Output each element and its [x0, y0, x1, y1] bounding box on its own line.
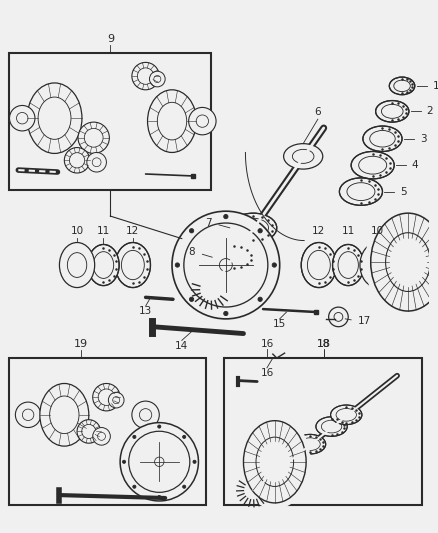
Text: 16: 16 [260, 340, 274, 349]
Circle shape [123, 460, 126, 463]
Text: 17: 17 [358, 316, 371, 326]
Circle shape [183, 435, 186, 439]
Ellipse shape [88, 245, 119, 286]
Circle shape [175, 263, 180, 267]
Circle shape [149, 71, 165, 87]
Circle shape [108, 392, 124, 408]
Circle shape [132, 62, 159, 90]
Circle shape [133, 435, 136, 439]
Text: 6: 6 [314, 107, 321, 117]
Text: 12: 12 [126, 226, 139, 236]
Circle shape [189, 108, 216, 135]
Ellipse shape [360, 243, 395, 287]
Circle shape [272, 263, 276, 267]
Text: 10: 10 [371, 226, 384, 236]
Ellipse shape [239, 415, 311, 509]
Circle shape [189, 229, 194, 233]
Circle shape [158, 496, 161, 498]
Bar [8, 358, 206, 505]
Text: 13: 13 [139, 306, 152, 316]
Text: 19: 19 [74, 340, 88, 349]
Circle shape [133, 485, 136, 488]
Circle shape [158, 425, 161, 428]
Circle shape [120, 423, 198, 501]
Bar [224, 358, 422, 505]
Circle shape [183, 485, 186, 488]
Ellipse shape [376, 101, 409, 122]
Circle shape [87, 152, 106, 172]
Bar [8, 53, 211, 190]
Ellipse shape [115, 243, 151, 287]
Text: 10: 10 [71, 226, 84, 236]
Ellipse shape [60, 243, 95, 287]
Ellipse shape [301, 243, 336, 287]
Ellipse shape [27, 83, 82, 154]
Circle shape [328, 307, 348, 327]
Ellipse shape [331, 405, 362, 425]
Circle shape [193, 460, 196, 463]
Circle shape [93, 383, 120, 411]
Ellipse shape [212, 244, 255, 271]
Ellipse shape [40, 383, 89, 446]
Text: 18: 18 [317, 340, 331, 349]
Ellipse shape [230, 213, 277, 243]
Text: 12: 12 [312, 226, 325, 236]
Ellipse shape [148, 90, 197, 152]
Text: 5: 5 [400, 187, 407, 197]
Ellipse shape [294, 434, 326, 454]
Circle shape [189, 297, 194, 302]
Text: 16: 16 [260, 368, 274, 378]
Text: 2: 2 [427, 107, 433, 116]
Circle shape [224, 311, 228, 316]
Circle shape [258, 297, 262, 302]
Ellipse shape [389, 77, 415, 95]
Circle shape [172, 211, 280, 319]
Circle shape [132, 401, 159, 429]
Ellipse shape [365, 206, 438, 318]
Text: 15: 15 [273, 319, 286, 329]
Circle shape [78, 122, 110, 154]
Text: 9: 9 [107, 34, 114, 44]
Text: 7: 7 [205, 218, 212, 228]
Text: 14: 14 [175, 341, 188, 351]
Text: 11: 11 [97, 226, 110, 236]
Text: 1: 1 [432, 81, 438, 91]
Circle shape [93, 427, 110, 445]
Circle shape [64, 148, 90, 173]
Text: 3: 3 [420, 134, 426, 144]
Circle shape [258, 229, 262, 233]
Text: 18: 18 [317, 340, 330, 349]
Text: 11: 11 [342, 226, 355, 236]
Circle shape [10, 106, 35, 131]
Ellipse shape [363, 126, 402, 151]
Ellipse shape [284, 144, 323, 169]
Ellipse shape [332, 245, 364, 286]
Text: 8: 8 [188, 247, 194, 257]
Circle shape [224, 214, 228, 219]
Ellipse shape [351, 151, 394, 179]
Text: 4: 4 [412, 160, 418, 170]
Ellipse shape [316, 417, 347, 437]
Circle shape [77, 419, 101, 443]
Ellipse shape [339, 178, 382, 205]
Circle shape [15, 402, 41, 427]
